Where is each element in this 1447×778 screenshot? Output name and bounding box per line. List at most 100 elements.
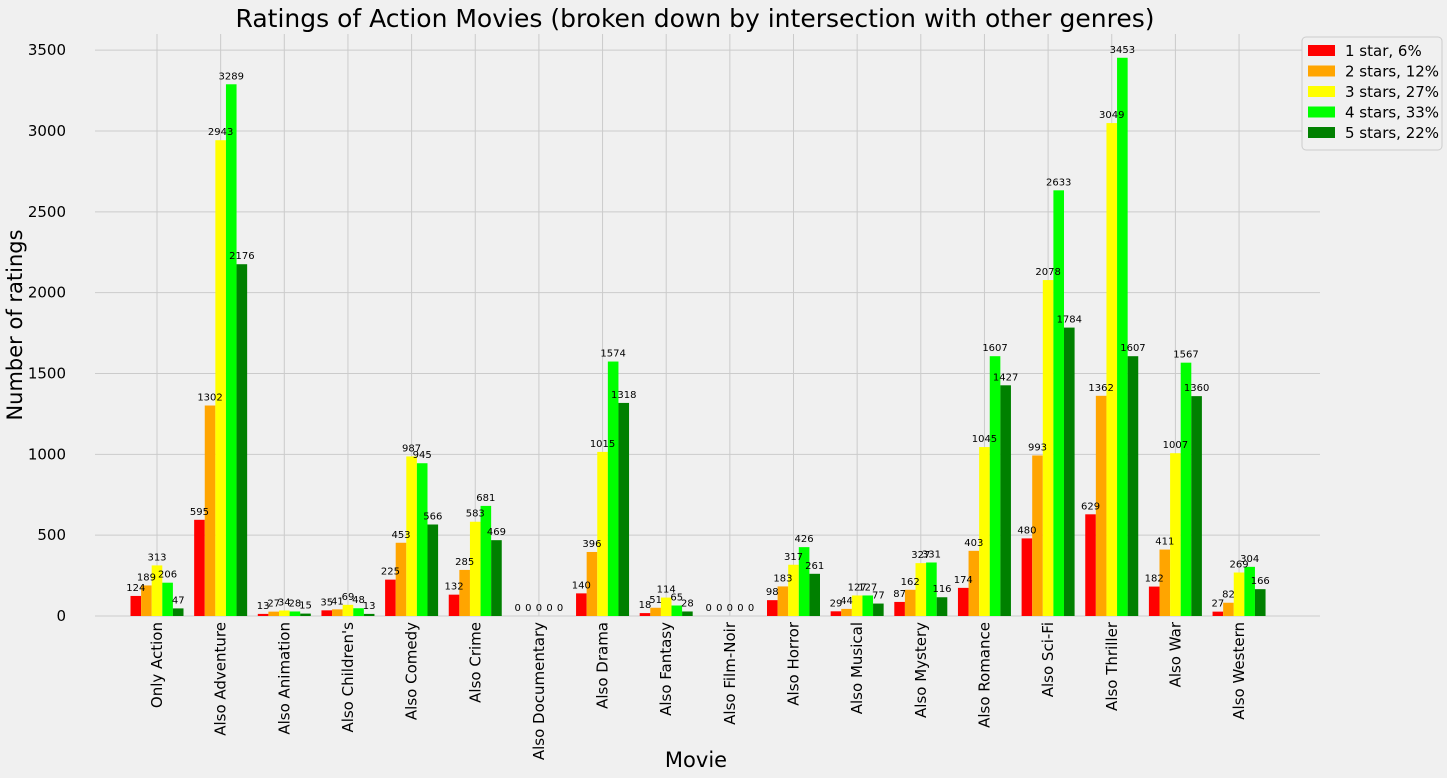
bar bbox=[586, 551, 598, 616]
bar bbox=[767, 600, 778, 616]
bar-value-label: 1045 bbox=[972, 434, 997, 445]
bar-value-label: 313 bbox=[147, 552, 166, 563]
bar bbox=[279, 610, 290, 616]
bar bbox=[172, 608, 184, 616]
bar bbox=[979, 447, 990, 616]
bar-value-label: 13 bbox=[257, 601, 270, 612]
legend-swatch bbox=[1308, 65, 1335, 77]
legend: 1 star, 6% 2 stars, 12% 3 stars, 27% 4 star… bbox=[1301, 36, 1443, 151]
bar bbox=[1021, 538, 1033, 616]
bar bbox=[1148, 586, 1160, 616]
bar bbox=[1106, 123, 1118, 616]
bar bbox=[1095, 395, 1107, 616]
bar-value-label: 44 bbox=[840, 596, 853, 607]
bar bbox=[1064, 327, 1075, 616]
bar bbox=[904, 589, 916, 616]
bar-value-label: 261 bbox=[805, 561, 824, 572]
bar-value-label: 1362 bbox=[1088, 383, 1113, 394]
bar-value-label: 945 bbox=[413, 450, 432, 461]
bar-value-label: 2176 bbox=[229, 251, 254, 262]
bar bbox=[1032, 455, 1043, 616]
legend-swatch bbox=[1308, 86, 1335, 97]
bar bbox=[204, 405, 216, 616]
legend-swatch bbox=[1308, 45, 1335, 56]
bar bbox=[194, 519, 205, 616]
x-tick-label: Also Horror bbox=[785, 621, 803, 706]
bar bbox=[894, 601, 905, 616]
bar-value-label: 18 bbox=[639, 600, 652, 611]
y-tick-label: 500 bbox=[37, 526, 66, 544]
bar-value-label: 13 bbox=[363, 601, 376, 612]
bar-value-label: 396 bbox=[582, 539, 601, 550]
bar-value-label: 28 bbox=[289, 598, 302, 609]
bar-value-label: 0 bbox=[748, 603, 754, 614]
y-axis-label: Number of ratings bbox=[3, 229, 27, 420]
legend-swatch bbox=[1308, 106, 1335, 118]
bar bbox=[300, 613, 311, 616]
bar-value-label: 0 bbox=[557, 603, 563, 614]
bar-value-labels: 1241893132064759513022943328921761327342… bbox=[126, 45, 1270, 614]
bar bbox=[469, 521, 481, 616]
bar bbox=[576, 593, 587, 616]
bar-value-label: 1574 bbox=[600, 349, 625, 360]
bar bbox=[841, 608, 852, 616]
bar-value-label: 403 bbox=[964, 538, 983, 549]
bar bbox=[788, 564, 799, 616]
bar bbox=[225, 84, 237, 617]
x-tick-label: Also Drama bbox=[594, 622, 612, 709]
bar-value-label: 0 bbox=[727, 603, 733, 614]
bar bbox=[416, 463, 428, 616]
bar bbox=[682, 611, 693, 616]
bar-value-label: 35 bbox=[320, 597, 333, 608]
bar-value-label: 0 bbox=[737, 603, 743, 614]
bar-value-label: 595 bbox=[190, 507, 209, 518]
bar bbox=[873, 603, 884, 616]
x-tick-label: Also Musical bbox=[848, 622, 866, 714]
bar-value-label: 189 bbox=[137, 572, 156, 583]
bar bbox=[1244, 566, 1255, 616]
bar-value-label: 1318 bbox=[611, 390, 636, 401]
y-tick-label: 2500 bbox=[28, 203, 66, 221]
x-tick-label: Also Thriller bbox=[1103, 621, 1121, 711]
x-axis-category-labels: Only Action Also Adventure Also Animation A… bbox=[148, 621, 1248, 760]
bar-value-label: 469 bbox=[487, 527, 506, 538]
y-tick-label: 0 bbox=[56, 607, 66, 625]
x-tick-label: Also Documentary bbox=[530, 622, 548, 760]
bar bbox=[618, 402, 630, 616]
bar-value-label: 0 bbox=[525, 603, 531, 614]
bar bbox=[777, 586, 789, 616]
bar-value-label: 51 bbox=[649, 595, 662, 606]
bar-value-label: 182 bbox=[1145, 574, 1164, 585]
x-tick-label: Also Western bbox=[1230, 622, 1248, 720]
bar bbox=[406, 456, 417, 616]
bar bbox=[151, 565, 163, 616]
bar-value-label: 47 bbox=[172, 595, 185, 606]
y-tick-label: 2000 bbox=[28, 284, 66, 302]
bar bbox=[957, 587, 969, 616]
bar bbox=[639, 613, 651, 616]
bar-value-label: 0 bbox=[536, 603, 542, 614]
bar bbox=[289, 611, 301, 616]
bar-value-label: 225 bbox=[381, 567, 400, 578]
bar-value-label: 1784 bbox=[1057, 315, 1082, 326]
bar-value-label: 1567 bbox=[1173, 350, 1198, 361]
bar-value-label: 29 bbox=[830, 598, 843, 609]
bar-value-label: 27 bbox=[1211, 599, 1224, 610]
bar bbox=[936, 597, 948, 616]
bar bbox=[968, 550, 980, 616]
bars bbox=[130, 57, 1266, 617]
bar-value-label: 127 bbox=[848, 582, 867, 593]
bar bbox=[671, 605, 683, 616]
bar bbox=[798, 547, 810, 616]
bar bbox=[1233, 572, 1245, 616]
bar bbox=[480, 505, 492, 616]
bar-value-label: 2633 bbox=[1046, 177, 1071, 188]
bar-value-label: 2078 bbox=[1035, 267, 1060, 278]
bar-value-label: 116 bbox=[932, 584, 951, 595]
bar bbox=[597, 451, 608, 616]
bar-value-label: 65 bbox=[670, 592, 683, 603]
bar-value-label: 48 bbox=[352, 595, 365, 606]
bar-value-label: 82 bbox=[1222, 590, 1235, 601]
bar-value-label: 114 bbox=[657, 585, 676, 596]
